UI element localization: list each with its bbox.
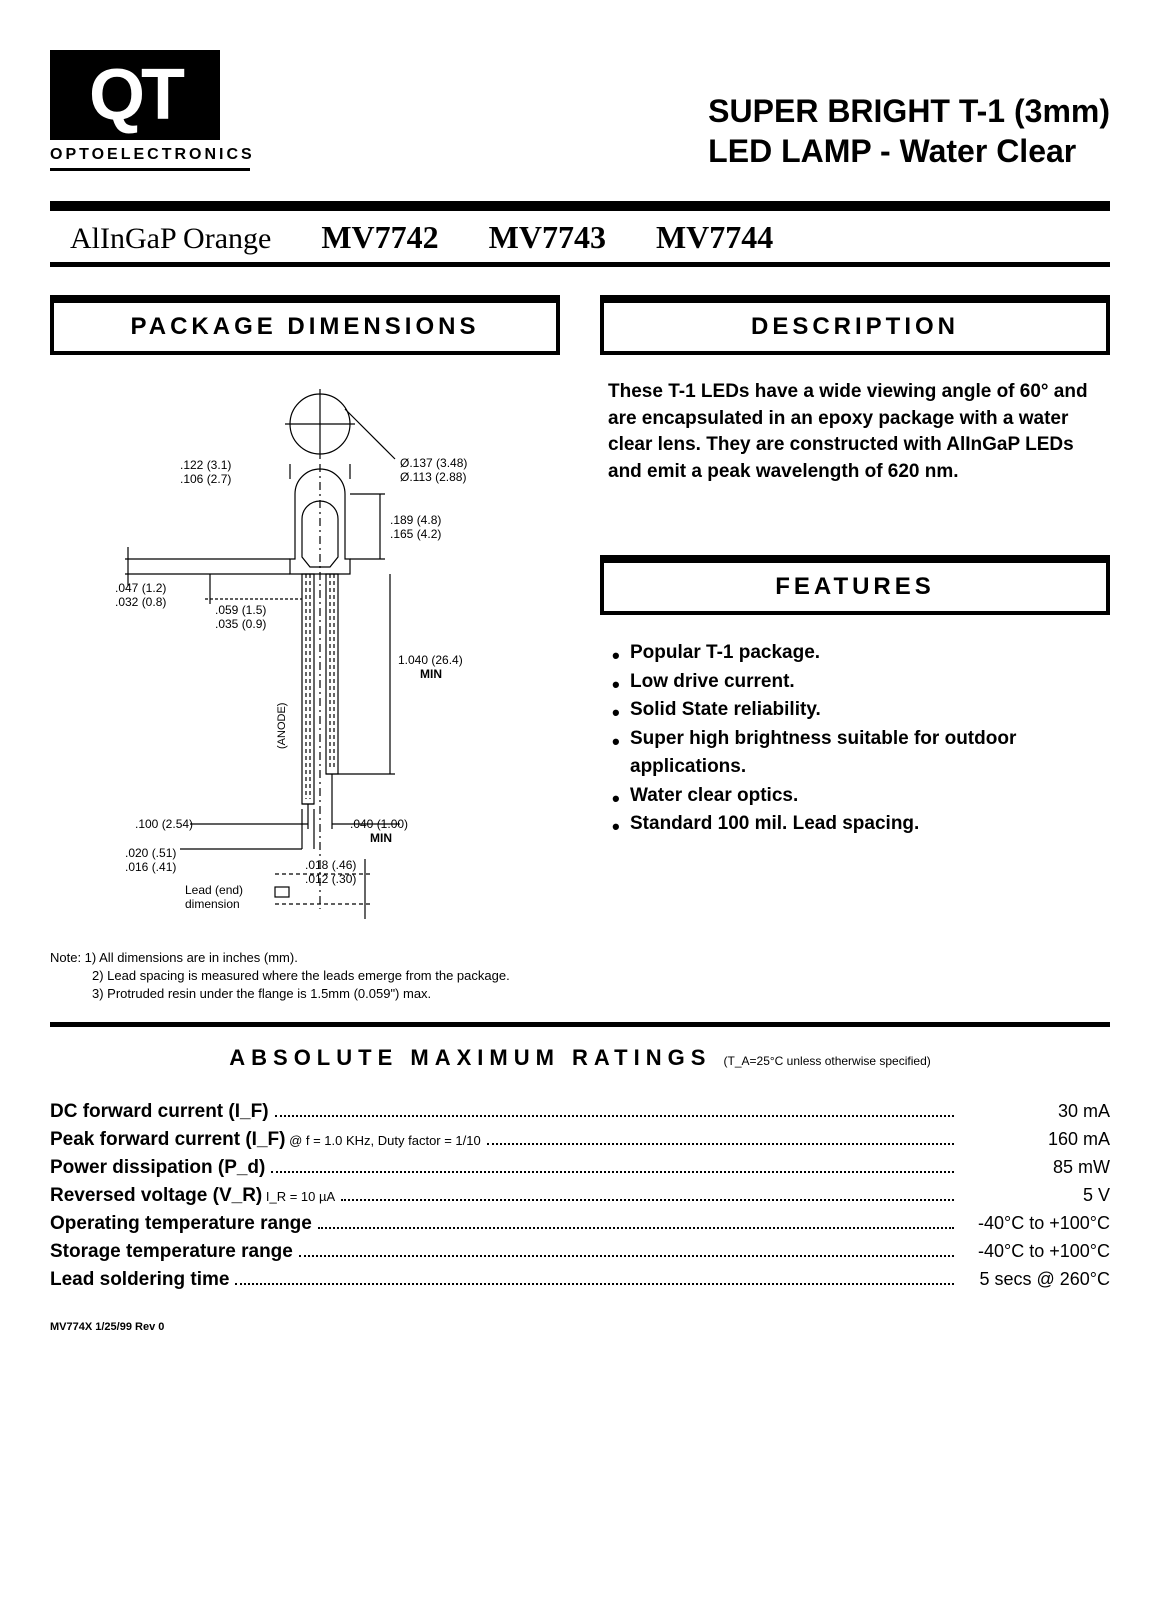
- rating-value: 5 V: [960, 1185, 1110, 1206]
- rating-value: 5 secs @ 260°C: [960, 1269, 1110, 1290]
- dim-d3b: .165 (4.2): [390, 527, 441, 541]
- ratings-table: DC forward current (I_F) 30 mA Peak forw…: [50, 1101, 1110, 1291]
- dim-d4a: .047 (1.2): [115, 581, 166, 595]
- ratings-conditions: (T_A=25°C unless otherwise specified): [724, 1054, 931, 1068]
- rating-label: Operating temperature range: [50, 1213, 312, 1235]
- rating-label: Lead soldering time: [50, 1269, 229, 1291]
- left-column: PACKAGE DIMENSIONS: [50, 295, 560, 1004]
- package-diagram: .122 (3.1) .106 (2.7) Ø.137 (3.48) Ø.113…: [50, 379, 560, 939]
- rating-dots: [275, 1115, 954, 1117]
- rating-label: DC forward current (I_F): [50, 1101, 269, 1123]
- note-1: Note: 1) All dimensions are in inches (m…: [50, 949, 560, 967]
- rating-value: -40°C to +100°C: [960, 1213, 1110, 1234]
- rating-row: Reversed voltage (V_R) I_R = 10 µA 5 V: [50, 1185, 1110, 1207]
- part-number-1: MV7742: [321, 219, 438, 256]
- rating-row: Power dissipation (P_d) 85 mW: [50, 1157, 1110, 1179]
- dim-d10b: .012 (.30): [305, 872, 356, 886]
- rating-row: DC forward current (I_F) 30 mA: [50, 1101, 1110, 1123]
- part-number-3: MV7744: [656, 219, 773, 256]
- rating-value: 85 mW: [960, 1157, 1110, 1178]
- feature-item: Standard 100 mil. Lead spacing.: [612, 810, 1098, 839]
- dim-d9a: .020 (.51): [125, 846, 176, 860]
- feature-item: Solid State reliability.: [612, 696, 1098, 725]
- description-text: These T-1 LEDs have a wide viewing angle…: [600, 379, 1110, 485]
- rating-value: 30 mA: [960, 1101, 1110, 1122]
- dim-d9b: .016 (.41): [125, 860, 176, 874]
- rating-dots: [487, 1143, 954, 1145]
- rating-row: Storage temperature range -40°C to +100°…: [50, 1241, 1110, 1263]
- rating-label: Power dissipation (P_d): [50, 1157, 265, 1179]
- dim-lead-2: dimension: [185, 897, 240, 911]
- dim-d2a: Ø.137 (3.48): [400, 456, 467, 470]
- feature-item: Popular T-1 package.: [612, 639, 1098, 668]
- dim-d8b: MIN: [370, 831, 392, 845]
- dim-lead-1: Lead (end): [185, 883, 243, 897]
- ratings-title: ABSOLUTE MAXIMUM RATINGS (T_A=25°C unles…: [50, 1045, 1110, 1071]
- title-line-2: LED LAMP - Water Clear: [708, 131, 1110, 171]
- dim-d5b: .035 (0.9): [215, 617, 266, 631]
- title-line-1: SUPER BRIGHT T-1 (3mm): [708, 91, 1110, 131]
- columns: PACKAGE DIMENSIONS: [50, 295, 1110, 1004]
- rating-row: Lead soldering time 5 secs @ 260°C: [50, 1269, 1110, 1291]
- feature-item: Low drive current.: [612, 668, 1098, 697]
- rule-top: [50, 201, 1110, 211]
- dim-d10a: .018 (.46): [305, 858, 356, 872]
- rating-label: Reversed voltage (V_R) I_R = 10 µA: [50, 1185, 335, 1207]
- section-description: DESCRIPTION: [600, 295, 1110, 355]
- rating-dots: [318, 1227, 954, 1229]
- rating-dots: [299, 1255, 954, 1257]
- rule-ratings-top: [50, 1022, 1110, 1027]
- dim-d8a: .040 (1.00): [350, 817, 408, 831]
- right-column: DESCRIPTION These T-1 LEDs have a wide v…: [600, 295, 1110, 1004]
- rating-row: Peak forward current (I_F) @ f = 1.0 KHz…: [50, 1129, 1110, 1151]
- dim-d4b: .032 (0.8): [115, 595, 166, 609]
- dim-d6a: 1.040 (26.4): [398, 653, 463, 667]
- product-type: AlInGaP Orange: [70, 222, 271, 256]
- features-list: Popular T-1 package. Low drive current. …: [600, 639, 1110, 839]
- rating-row: Operating temperature range -40°C to +10…: [50, 1213, 1110, 1235]
- section-package-dimensions: PACKAGE DIMENSIONS: [50, 295, 560, 355]
- ratings-title-text: ABSOLUTE MAXIMUM RATINGS: [229, 1045, 711, 1070]
- logo-subtext: OPTOELECTRONICS: [50, 146, 250, 171]
- rating-value: -40°C to +100°C: [960, 1241, 1110, 1262]
- dim-d1a: .122 (3.1): [180, 458, 231, 472]
- dim-d3a: .189 (4.8): [390, 513, 441, 527]
- rating-dots: [271, 1171, 954, 1173]
- title-block: SUPER BRIGHT T-1 (3mm) LED LAMP - Water …: [708, 91, 1110, 171]
- rating-dots: [341, 1199, 954, 1201]
- product-row: AlInGaP Orange MV7742 MV7743 MV7744: [50, 211, 1110, 262]
- logo-mark: QT: [50, 50, 220, 140]
- dim-d2b: Ø.113 (2.88): [400, 470, 466, 484]
- footer: MV774X 1/25/99 Rev 0: [50, 1321, 1110, 1333]
- dim-d6b: MIN: [420, 667, 442, 681]
- logo-block: QT OPTOELECTRONICS: [50, 50, 250, 171]
- section-features: FEATURES: [600, 555, 1110, 615]
- feature-item: Super high brightness suitable for outdo…: [612, 725, 1098, 782]
- rating-dots: [235, 1283, 954, 1285]
- dim-d7: .100 (2.54): [135, 817, 193, 831]
- part-number-2: MV7743: [489, 219, 606, 256]
- dim-d5a: .059 (1.5): [215, 603, 266, 617]
- rule-product: [50, 262, 1110, 267]
- note-2: 2) Lead spacing is measured where the le…: [50, 967, 560, 985]
- rating-value: 160 mA: [960, 1129, 1110, 1150]
- note-3: 3) Protruded resin under the flange is 1…: [50, 985, 560, 1003]
- header: QT OPTOELECTRONICS SUPER BRIGHT T-1 (3mm…: [50, 50, 1110, 171]
- rating-label: Storage temperature range: [50, 1241, 293, 1263]
- anode-label: (ANODE): [276, 703, 288, 749]
- dim-d1b: .106 (2.7): [180, 472, 231, 486]
- feature-item: Water clear optics.: [612, 782, 1098, 811]
- rating-label: Peak forward current (I_F) @ f = 1.0 KHz…: [50, 1129, 481, 1151]
- notes: Note: 1) All dimensions are in inches (m…: [50, 949, 560, 1004]
